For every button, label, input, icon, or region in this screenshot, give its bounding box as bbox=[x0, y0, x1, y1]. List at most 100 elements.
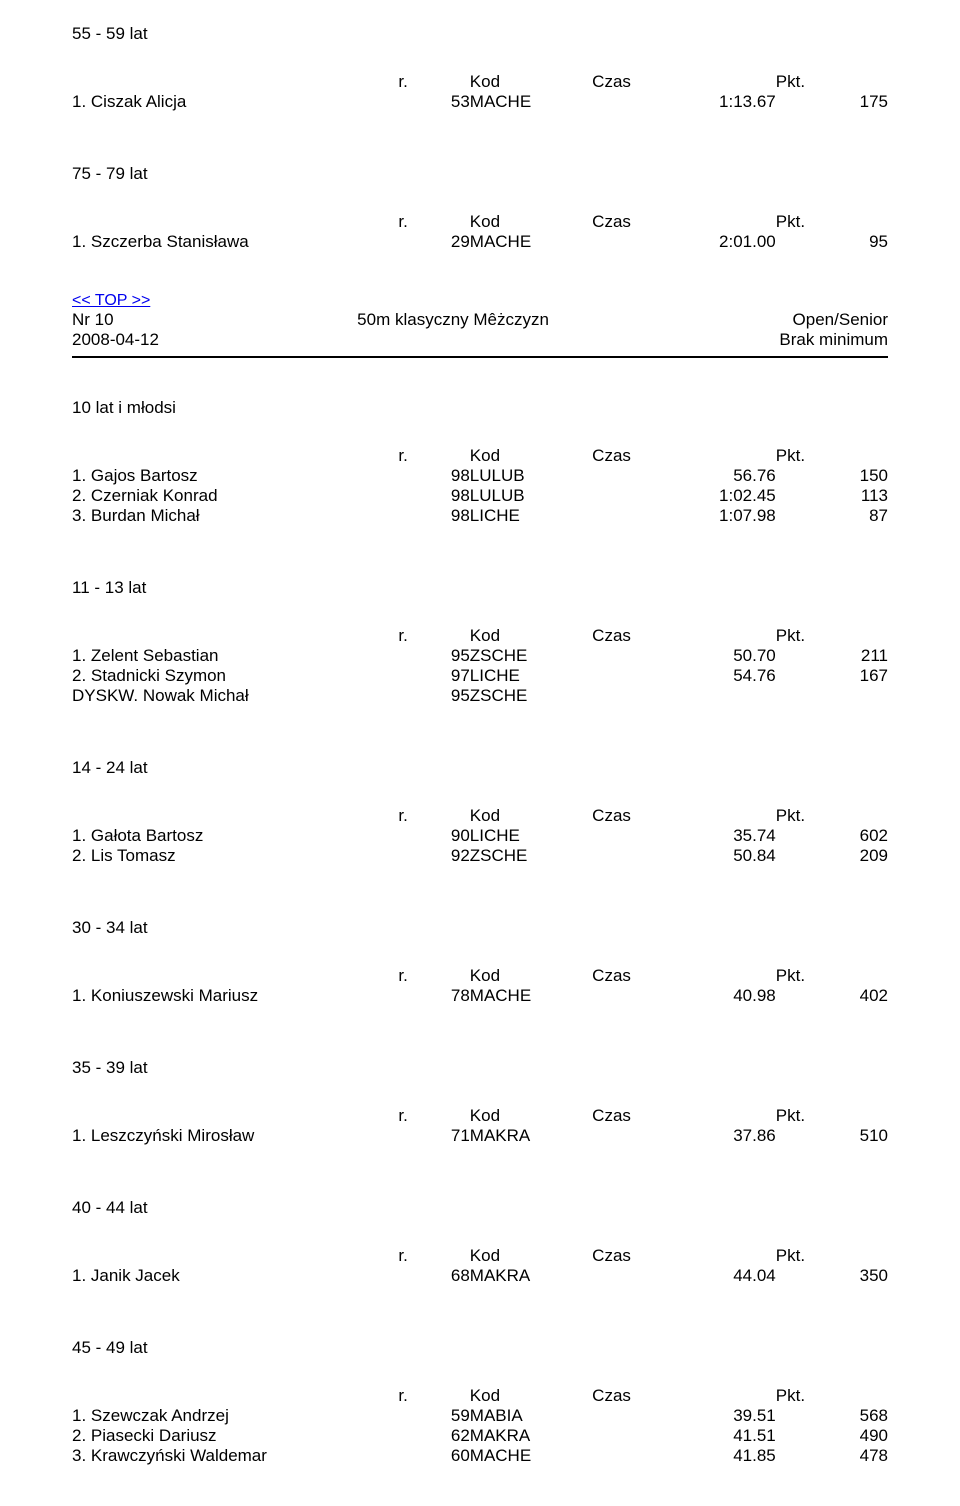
table-row: 1. Szewczak Andrzej 59 MABIA 39.51 568 bbox=[72, 1406, 888, 1426]
results-table: r. Kod Czas Pkt. 1. Szewczak Andrzej 59 … bbox=[72, 1386, 888, 1466]
cell-time: 39.51 bbox=[592, 1406, 776, 1426]
col-header-pkt: Pkt. bbox=[776, 72, 888, 92]
cell-name: 1. Gajos Bartosz bbox=[72, 466, 398, 486]
cell-code: MACHE bbox=[470, 986, 592, 1006]
col-header-kod: Kod bbox=[470, 806, 592, 826]
results-table: r. Kod Czas Pkt. 1. Leszczyński Mirosław… bbox=[72, 1106, 888, 1146]
event-meta: << TOP >> Nr 10 50m klasyczny Mêżczyzn O… bbox=[72, 292, 888, 350]
cell-time: 2:01.00 bbox=[592, 232, 776, 252]
cell-code: ZSCHE bbox=[470, 846, 592, 866]
col-header-pkt: Pkt. bbox=[776, 1246, 888, 1266]
table-row: 2. Czerniak Konrad 98 LULUB 1:02.45 113 bbox=[72, 486, 888, 506]
cell-name: 1. Szewczak Andrzej bbox=[72, 1406, 398, 1426]
age-group-section: 55 - 59 lat r. Kod Czas Pkt. 1. Ciszak A… bbox=[72, 24, 888, 112]
cell-pts: 510 bbox=[776, 1126, 888, 1146]
table-row: 2. Piasecki Dariusz 62 MAKRA 41.51 490 bbox=[72, 1426, 888, 1446]
cell-year: 95 bbox=[398, 686, 469, 706]
col-header-czas: Czas bbox=[592, 966, 776, 986]
cell-code: LULUB bbox=[470, 466, 592, 486]
age-group-section: 40 - 44 lat r. Kod Czas Pkt. 1. Janik Ja… bbox=[72, 1198, 888, 1286]
cell-name: 1. Zelent Sebastian bbox=[72, 646, 398, 666]
table-row: 1. Gałota Bartosz 90 LICHE 35.74 602 bbox=[72, 826, 888, 846]
cell-time: 40.98 bbox=[592, 986, 776, 1006]
col-header-czas: Czas bbox=[592, 1106, 776, 1126]
cell-name: 1. Gałota Bartosz bbox=[72, 826, 398, 846]
age-heading: 75 - 79 lat bbox=[72, 164, 888, 184]
table-header-row: r. Kod Czas Pkt. bbox=[72, 806, 888, 826]
cell-year: 98 bbox=[398, 506, 469, 526]
cell-year: 29 bbox=[398, 232, 469, 252]
cell-year: 71 bbox=[398, 1126, 469, 1146]
cell-pts: 350 bbox=[776, 1266, 888, 1286]
results-table: r. Kod Czas Pkt. 1. Ciszak Alicja 53 MAC… bbox=[72, 72, 888, 112]
table-header-row: r. Kod Czas Pkt. bbox=[72, 72, 888, 92]
age-group-section: 14 - 24 lat r. Kod Czas Pkt. 1. Gałota B… bbox=[72, 758, 888, 866]
cell-time: 54.76 bbox=[592, 666, 776, 686]
col-header-r: r. bbox=[398, 1246, 469, 1266]
cell-year: 68 bbox=[398, 1266, 469, 1286]
col-header-pkt: Pkt. bbox=[776, 1386, 888, 1406]
event-name: 50m klasyczny Mêżczyzn bbox=[357, 310, 549, 330]
col-header-kod: Kod bbox=[470, 1386, 592, 1406]
age-heading: 35 - 39 lat bbox=[72, 1058, 888, 1078]
col-header-pkt: Pkt. bbox=[776, 966, 888, 986]
table-row: DYSKW. Nowak Michał 95 ZSCHE bbox=[72, 686, 888, 706]
col-header-czas: Czas bbox=[592, 1386, 776, 1406]
age-group-section: 10 lat i młodsi r. Kod Czas Pkt. 1. Gajo… bbox=[72, 398, 888, 526]
results-table: r. Kod Czas Pkt. 1. Koniuszewski Mariusz… bbox=[72, 966, 888, 1006]
cell-pts bbox=[776, 686, 888, 706]
age-heading: 40 - 44 lat bbox=[72, 1198, 888, 1218]
cell-name: 1. Janik Jacek bbox=[72, 1266, 398, 1286]
cell-name: 1. Ciszak Alicja bbox=[72, 92, 398, 112]
cell-code: LICHE bbox=[470, 506, 592, 526]
cell-code: LICHE bbox=[470, 826, 592, 846]
cell-pts: 175 bbox=[776, 92, 888, 112]
cell-code: ZSCHE bbox=[470, 646, 592, 666]
age-group-section: 75 - 79 lat r. Kod Czas Pkt. 1. Szczerba… bbox=[72, 164, 888, 252]
cell-time: 1:07.98 bbox=[592, 506, 776, 526]
cell-name: 1. Koniuszewski Mariusz bbox=[72, 986, 398, 1006]
table-header-row: r. Kod Czas Pkt. bbox=[72, 212, 888, 232]
cell-time: 35.74 bbox=[592, 826, 776, 846]
table-row: 1. Szczerba Stanisława 29 MACHE 2:01.00 … bbox=[72, 232, 888, 252]
cell-code: MABIA bbox=[470, 1406, 592, 1426]
age-heading: 14 - 24 lat bbox=[72, 758, 888, 778]
col-header-czas: Czas bbox=[592, 626, 776, 646]
col-header-pkt: Pkt. bbox=[776, 806, 888, 826]
cell-time: 44.04 bbox=[592, 1266, 776, 1286]
cell-year: 98 bbox=[398, 486, 469, 506]
cell-code: MAKRA bbox=[470, 1266, 592, 1286]
cell-pts: 95 bbox=[776, 232, 888, 252]
table-row: 1. Leszczyński Mirosław 71 MAKRA 37.86 5… bbox=[72, 1126, 888, 1146]
cell-pts: 568 bbox=[776, 1406, 888, 1426]
cell-year: 53 bbox=[398, 92, 469, 112]
table-row: 3. Krawczyński Waldemar 60 MACHE 41.85 4… bbox=[72, 1446, 888, 1466]
cell-pts: 150 bbox=[776, 466, 888, 486]
table-header-row: r. Kod Czas Pkt. bbox=[72, 1106, 888, 1126]
event-number: Nr 10 bbox=[72, 310, 114, 330]
age-group-section: 30 - 34 lat r. Kod Czas Pkt. 1. Koniusze… bbox=[72, 918, 888, 1006]
cell-code: MACHE bbox=[470, 1446, 592, 1466]
event-category: Open/Senior bbox=[793, 310, 888, 330]
table-row: 2. Lis Tomasz 92 ZSCHE 50.84 209 bbox=[72, 846, 888, 866]
cell-year: 92 bbox=[398, 846, 469, 866]
cell-pts: 87 bbox=[776, 506, 888, 526]
col-header-czas: Czas bbox=[592, 72, 776, 92]
col-header-pkt: Pkt. bbox=[776, 1106, 888, 1126]
top-link[interactable]: << TOP >> bbox=[72, 292, 150, 309]
cell-time: 1:02.45 bbox=[592, 486, 776, 506]
col-header-r: r. bbox=[398, 72, 469, 92]
col-header-pkt: Pkt. bbox=[776, 446, 888, 466]
cell-name: 1. Leszczyński Mirosław bbox=[72, 1126, 398, 1146]
cell-name: 2. Stadnicki Szymon bbox=[72, 666, 398, 686]
col-header-czas: Czas bbox=[592, 1246, 776, 1266]
cell-year: 62 bbox=[398, 1426, 469, 1446]
results-table: r. Kod Czas Pkt. 1. Zelent Sebastian 95 … bbox=[72, 626, 888, 706]
table-header-row: r. Kod Czas Pkt. bbox=[72, 1246, 888, 1266]
age-heading: 10 lat i młodsi bbox=[72, 398, 888, 418]
cell-pts: 602 bbox=[776, 826, 888, 846]
cell-time: 50.84 bbox=[592, 846, 776, 866]
divider bbox=[72, 356, 888, 358]
cell-pts: 209 bbox=[776, 846, 888, 866]
col-header-czas: Czas bbox=[592, 212, 776, 232]
